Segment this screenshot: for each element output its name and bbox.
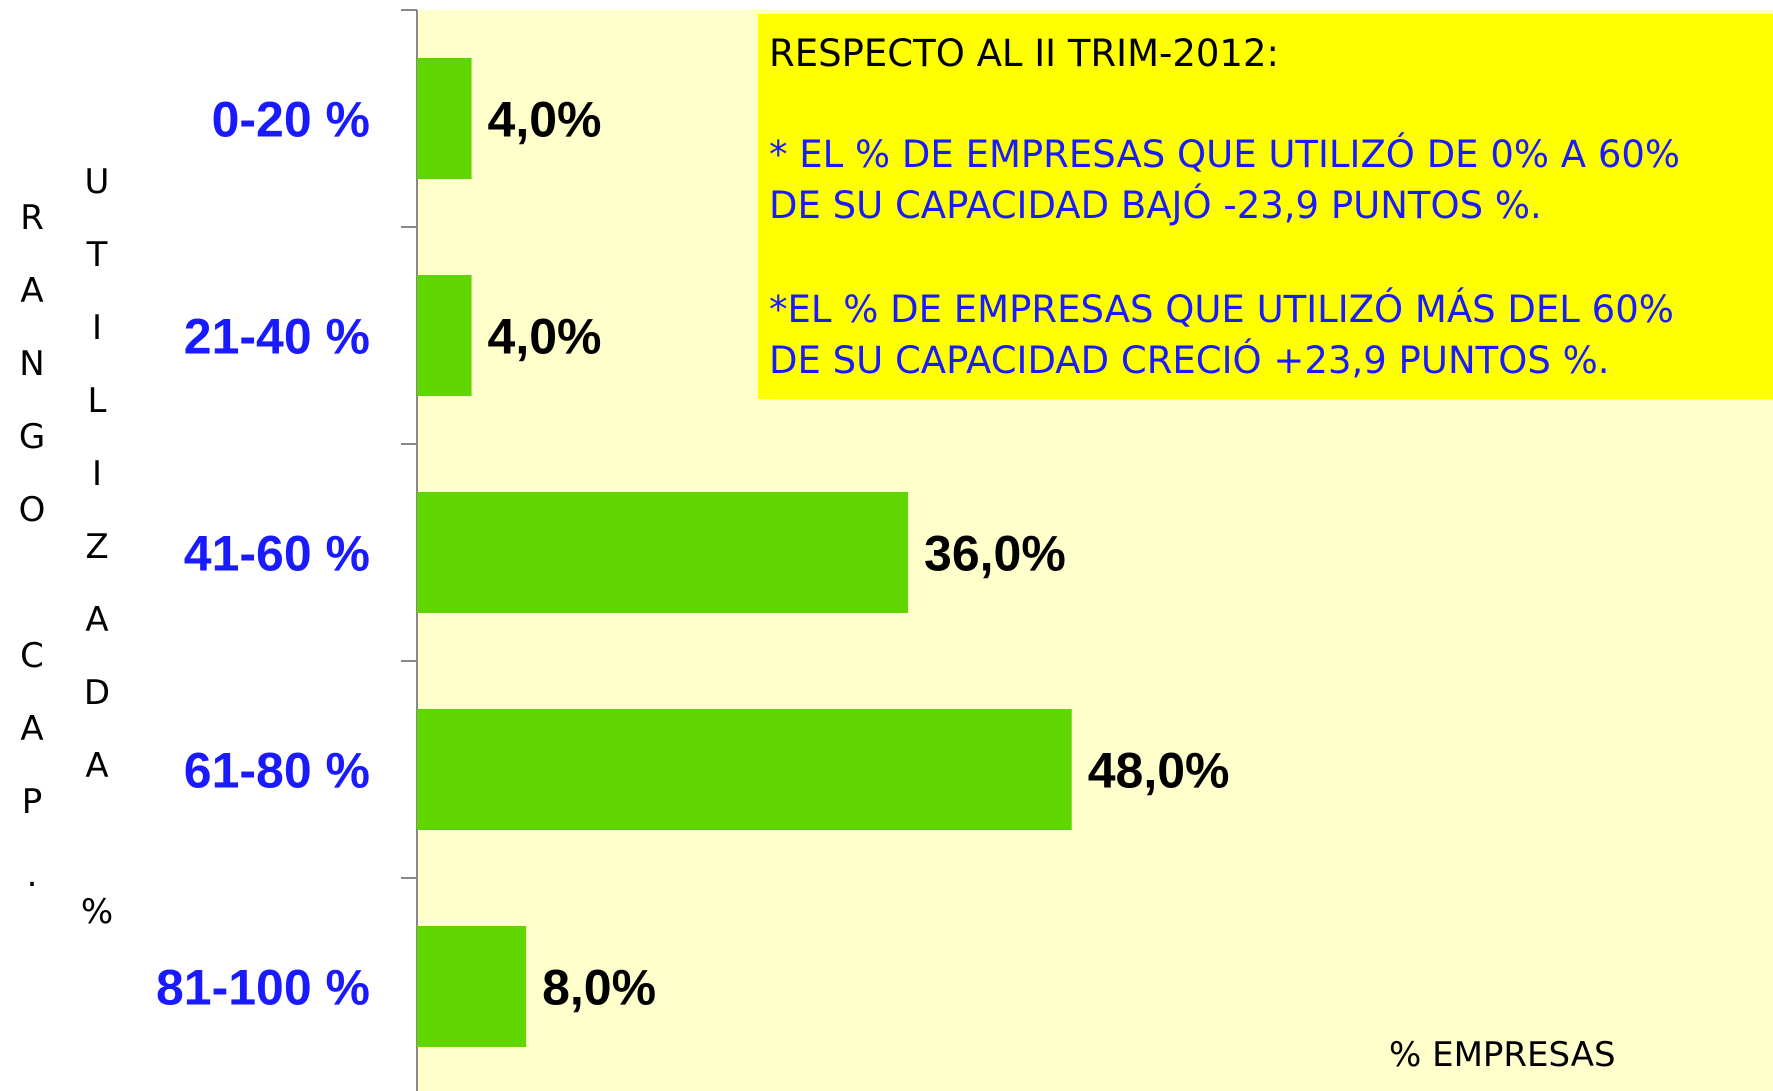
annotation-line: RESPECTO AL II TRIM-2012: xyxy=(769,32,1279,75)
y-tick-label: 81-100 % xyxy=(156,960,370,1016)
value-label: 8,0% xyxy=(542,960,656,1016)
value-label: 4,0% xyxy=(488,309,602,365)
annotation-line: DE SU CAPACIDAD BAJÓ -23,9 PUNTOS %. xyxy=(769,183,1542,227)
annotation-line: *EL % DE EMPRESAS QUE UTILIZÓ MÁS DEL 60… xyxy=(769,287,1674,331)
bar xyxy=(417,275,472,396)
annotation-box xyxy=(758,14,1773,399)
y-tick-label: 41-60 % xyxy=(184,526,370,582)
y-axis-label: UTILIZADA % xyxy=(77,162,117,965)
y-tick-label: 0-20 % xyxy=(212,92,370,148)
annotation-line: * EL % DE EMPRESAS QUE UTILIZÓ DE 0% A 6… xyxy=(769,132,1680,176)
value-label: 36,0% xyxy=(924,526,1066,582)
bar xyxy=(417,58,472,179)
annotation-line: DE SU CAPACIDAD CRECIÓ +23,9 PUNTOS %. xyxy=(769,338,1610,382)
y-tick-label: 61-80 % xyxy=(184,743,370,799)
y-tick-label: 21-40 % xyxy=(184,309,370,365)
bar xyxy=(417,709,1072,830)
value-label: 4,0% xyxy=(488,92,602,148)
bar xyxy=(417,926,527,1047)
y-axis-label: RANGO CAP. xyxy=(12,198,52,928)
value-label: 48,0% xyxy=(1088,743,1230,799)
bar xyxy=(417,492,909,613)
x-axis-label: % EMPRESAS xyxy=(1389,1035,1616,1075)
